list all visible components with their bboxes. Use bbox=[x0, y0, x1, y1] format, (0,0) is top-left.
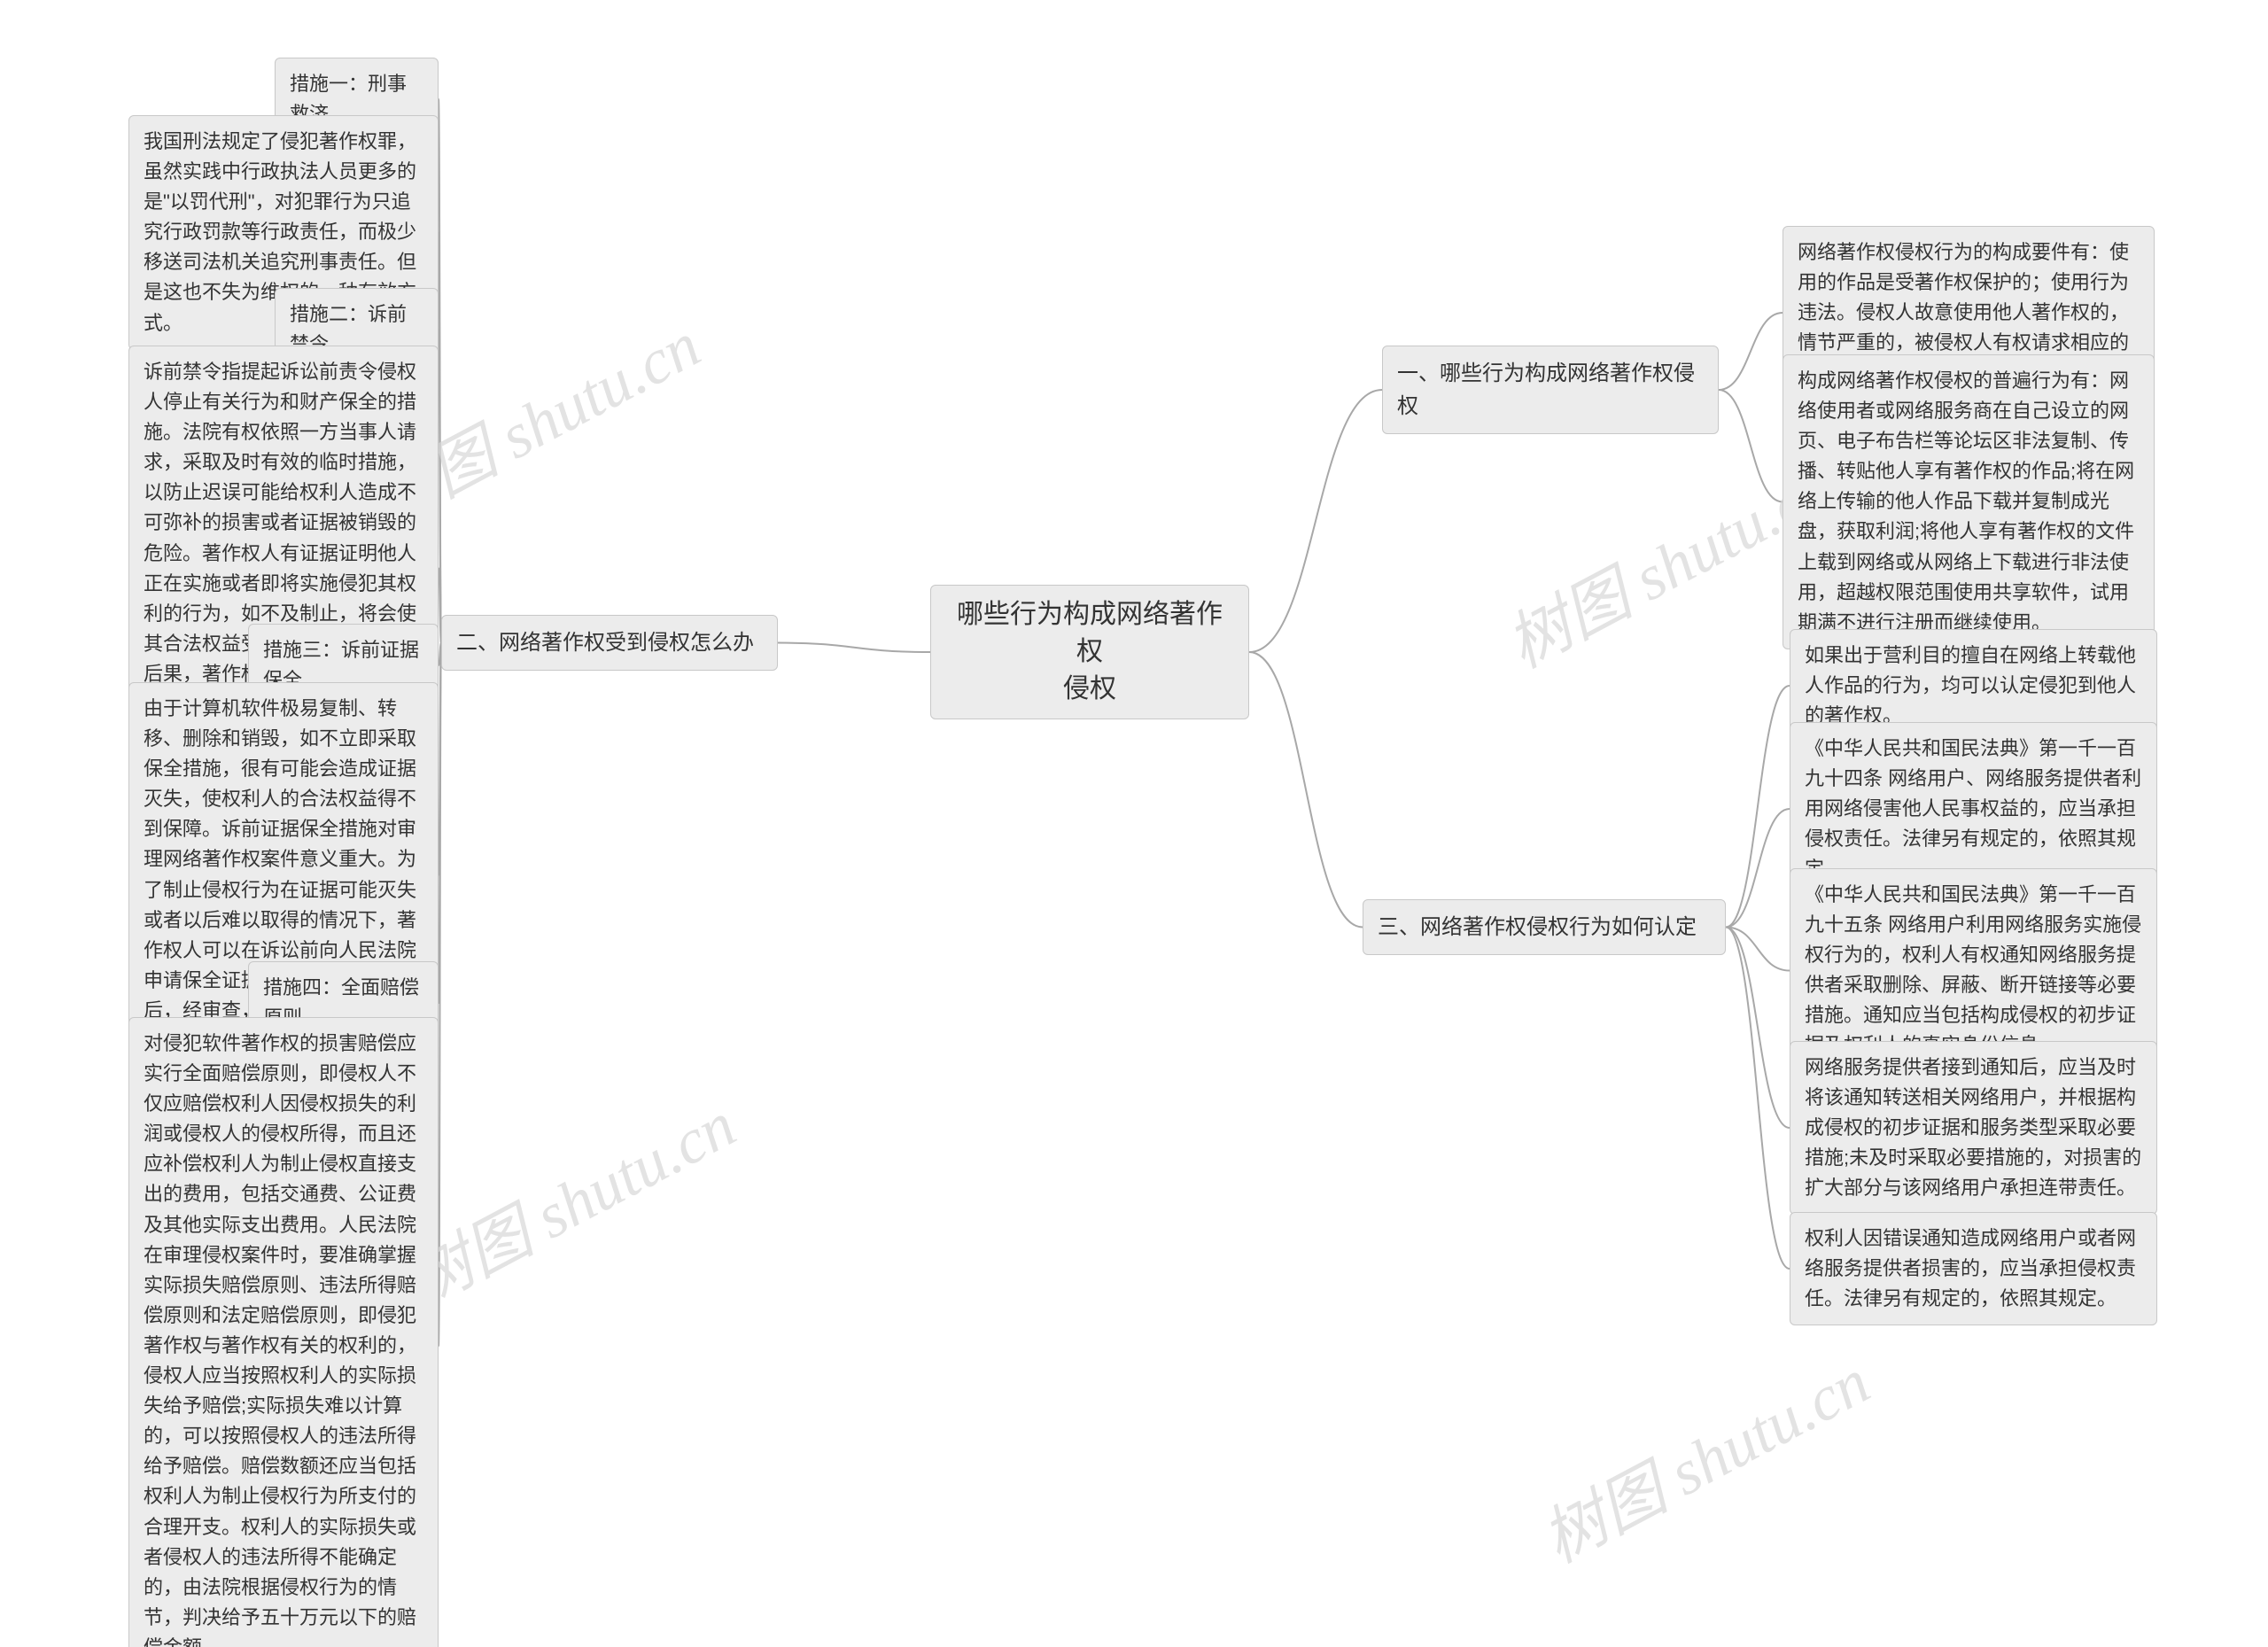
watermark: 树图 shutu.cn bbox=[389, 1073, 749, 1323]
branch-node-2[interactable]: 二、网络著作权受到侵权怎么办 bbox=[441, 615, 778, 671]
branch-node-1[interactable]: 一、哪些行为构成网络著作权侵权 bbox=[1382, 346, 1719, 434]
leaf-node[interactable]: 对侵犯软件著作权的损害赔偿应实行全面赔偿原则，即侵权人不仅应赔偿权利人因侵权损失… bbox=[128, 1017, 439, 1647]
watermark: 树图 shutu.cn bbox=[1523, 1330, 1883, 1580]
root-line2: 侵权 bbox=[945, 671, 1234, 708]
root-line1: 哪些行为构成网络著作权 bbox=[945, 596, 1234, 671]
leaf-node[interactable]: 构成网络著作权侵权的普遍行为有：网络使用者或网络服务商在自己设立的网页、电子布告… bbox=[1783, 354, 2155, 649]
branch-node-3[interactable]: 三、网络著作权侵权行为如何认定 bbox=[1363, 899, 1726, 955]
leaf-node[interactable]: 权利人因错误通知造成网络用户或者网络服务提供者损害的，应当承担侵权责任。法律另有… bbox=[1790, 1212, 2157, 1325]
leaf-node[interactable]: 网络服务提供者接到通知后，应当及时将该通知转送相关网络用户，并根据构成侵权的初步… bbox=[1790, 1041, 2157, 1215]
mindmap-canvas: 树图 shutu.cn 树图 shutu.cn 树图 shutu.cn 树图 s… bbox=[0, 0, 2268, 1647]
root-node[interactable]: 哪些行为构成网络著作权 侵权 bbox=[930, 585, 1249, 719]
